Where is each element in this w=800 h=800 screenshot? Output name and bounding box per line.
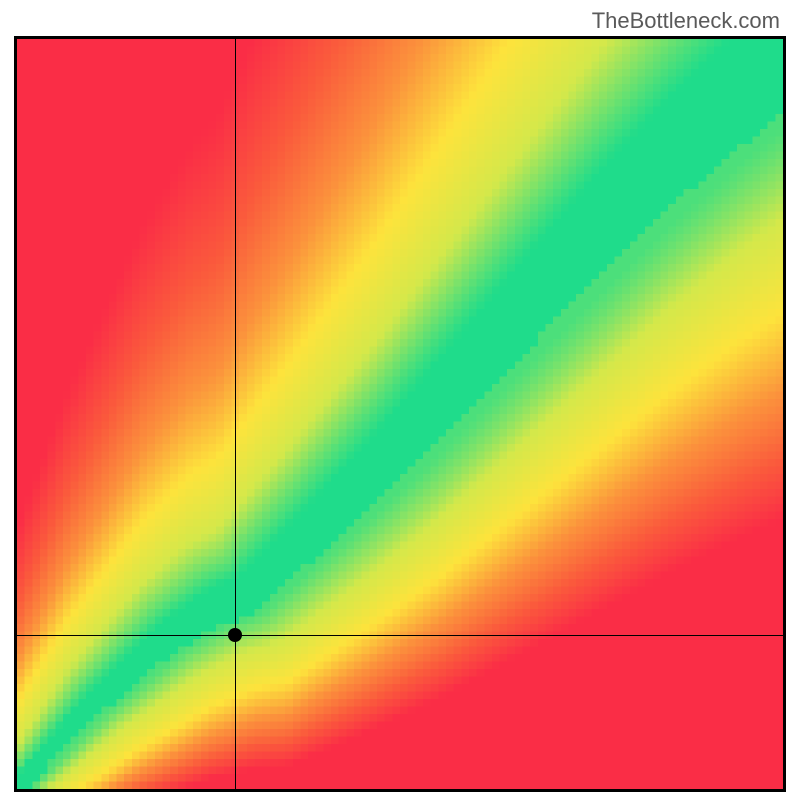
- crosshair-vertical: [235, 39, 236, 789]
- watermark-text: TheBottleneck.com: [592, 8, 780, 34]
- heatmap-canvas: [17, 39, 783, 789]
- crosshair-point: [228, 628, 242, 642]
- heatmap-area: [14, 36, 786, 792]
- crosshair-horizontal: [17, 635, 783, 636]
- chart-container: TheBottleneck.com: [0, 0, 800, 800]
